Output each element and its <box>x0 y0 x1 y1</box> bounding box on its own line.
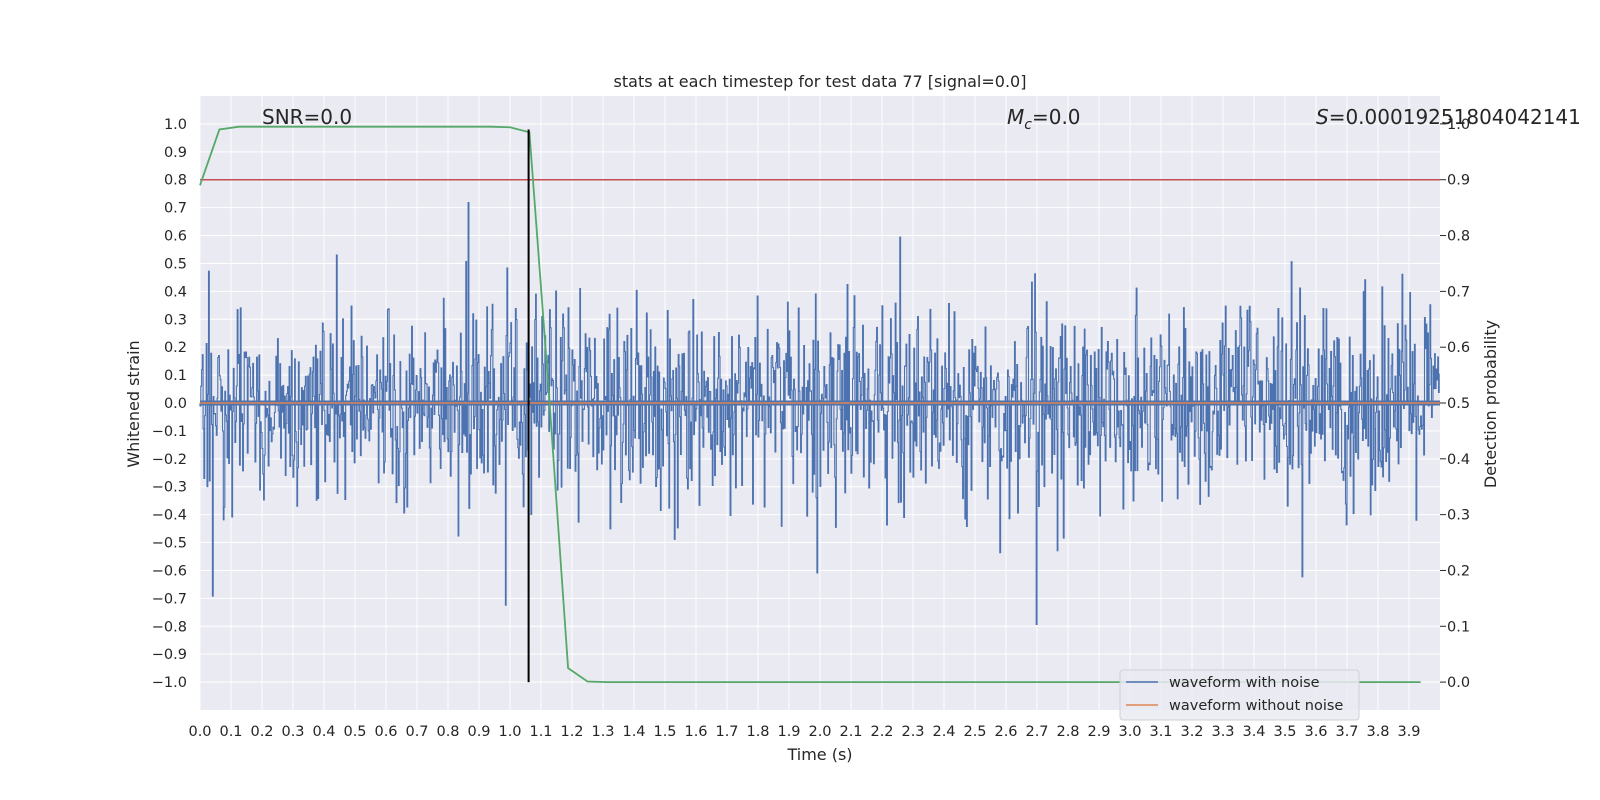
x-tick-label: 0.3 <box>281 724 304 740</box>
y-tick-label: −0.7 <box>152 591 187 607</box>
x-tick-label: 2.5 <box>963 724 986 740</box>
chirp-mass-symbol: M <box>1007 105 1024 129</box>
x-tick-label: 2.7 <box>1025 724 1048 740</box>
legend-label-clean: waveform without noise <box>1169 698 1343 714</box>
y-tick-label: 0.0 <box>164 396 187 412</box>
y2-tick-label: 0.0 <box>1447 675 1470 691</box>
s-annotation: S=0.00019251804042141 <box>1316 105 1581 129</box>
y2-tick-label: 0.4 <box>1447 452 1470 468</box>
y-tick-label: 1.0 <box>164 117 187 133</box>
y-tick-label: 0.3 <box>164 312 187 328</box>
x-tick-label: 2.4 <box>932 724 955 740</box>
x-tick-label: 2.2 <box>870 724 893 740</box>
x-tick-label: 3.0 <box>1118 724 1141 740</box>
y2-axis-ticks: 0.0 0.1 0.2 0.3 0.4 0.5 0.6 0.7 0.8 0.9 1.0 <box>1440 117 1470 691</box>
y-tick-label: 0.2 <box>164 340 187 356</box>
y-tick-label: −0.1 <box>152 424 187 440</box>
x-tick-label: 0.8 <box>436 724 459 740</box>
x-tick-label: 1.9 <box>777 724 800 740</box>
y-tick-label: 0.5 <box>164 256 187 272</box>
y-tick-label: 0.7 <box>164 201 187 217</box>
y-tick-label: −0.4 <box>152 508 187 524</box>
noise-trace <box>199 202 1440 625</box>
legend-box <box>1119 669 1360 721</box>
x-tick-label: 1.7 <box>715 724 738 740</box>
legend: waveform with noise waveform without noi… <box>1119 669 1360 721</box>
y-tick-label: −0.8 <box>152 619 187 635</box>
x-tick-label: 0.2 <box>250 724 273 740</box>
chirp-mass-subscript: c <box>1024 117 1032 133</box>
legend-label-noise: waveform with noise <box>1169 675 1320 691</box>
y-tick-label: 0.8 <box>164 173 187 189</box>
y2-tick-label: 0.5 <box>1447 396 1470 412</box>
y-tick-label: −0.6 <box>152 563 187 579</box>
x-tick-label: 0.4 <box>312 724 335 740</box>
x-tick-label: 0.0 <box>188 724 211 740</box>
x-tick-label: 1.5 <box>653 724 676 740</box>
y2-tick-label: 0.7 <box>1447 284 1470 300</box>
x-tick-label: 0.5 <box>343 724 366 740</box>
x-tick-label: 1.4 <box>622 724 645 740</box>
y-axis-ticks: −1.0 −0.9 −0.8 −0.7 −0.6 −0.5 −0.4 −0.3 −0.2 −0.1… <box>152 117 187 691</box>
x-tick-label: 0.1 <box>219 724 242 740</box>
y-tick-label: −0.5 <box>152 536 187 552</box>
x-tick-label: 3.2 <box>1180 724 1203 740</box>
x-axis-ticks: 0.0 0.1 0.2 0.3 0.4 0.5 0.6 0.7 0.8 0.9 1.0 1.1 1.2 1… <box>188 724 1420 740</box>
x-tick-label: 2.9 <box>1087 724 1110 740</box>
y2-tick-label: 0.9 <box>1447 173 1470 189</box>
x-tick-label: 1.3 <box>591 724 614 740</box>
x-tick-label: 1.0 <box>498 724 521 740</box>
y-tick-label: −0.2 <box>152 452 187 468</box>
x-tick-label: 3.5 <box>1273 724 1296 740</box>
y2-tick-label: 0.2 <box>1447 563 1470 579</box>
x-tick-label: 2.8 <box>1056 724 1079 740</box>
y2-tick-label: 0.8 <box>1447 229 1470 245</box>
chirp-mass-annotation: Mc=0.0 <box>1007 105 1081 133</box>
x-tick-label: 3.3 <box>1211 724 1234 740</box>
y-axis-label: Whitened strain <box>124 340 143 467</box>
x-tick-label: 3.7 <box>1335 724 1358 740</box>
y-tick-label: −1.0 <box>152 675 187 691</box>
y2-tick-label: 0.1 <box>1447 619 1470 635</box>
x-tick-label: 3.4 <box>1242 724 1265 740</box>
snr-annotation: SNR=0.0 <box>262 105 352 129</box>
chirp-mass-value: =0.0 <box>1032 105 1081 129</box>
chart-title: stats at each timestep for test data 77 … <box>614 72 1027 91</box>
y2-axis-label: Detection probability <box>1481 320 1500 488</box>
x-tick-label: 1.1 <box>529 724 552 740</box>
x-tick-label: 3.1 <box>1149 724 1172 740</box>
x-tick-label: 1.2 <box>560 724 583 740</box>
x-tick-label: 3.8 <box>1366 724 1389 740</box>
x-tick-label: 2.1 <box>839 724 862 740</box>
x-tick-label: 2.0 <box>808 724 831 740</box>
x-tick-label: 0.6 <box>374 724 397 740</box>
s-symbol: S <box>1316 105 1329 129</box>
y2-tick-label: 0.3 <box>1447 508 1470 524</box>
x-tick-label: 3.9 <box>1397 724 1420 740</box>
y-tick-label: 0.6 <box>164 229 187 245</box>
x-tick-label: 2.6 <box>994 724 1017 740</box>
y2-tick-label: 0.6 <box>1447 340 1470 356</box>
x-tick-label: 1.6 <box>684 724 707 740</box>
y-tick-label: 0.1 <box>164 368 187 384</box>
y2-tick-label: 1.0 <box>1447 117 1470 133</box>
x-tick-label: 2.3 <box>901 724 924 740</box>
y-tick-label: −0.3 <box>152 480 187 496</box>
x-tick-label: 0.7 <box>405 724 428 740</box>
x-tick-label: 3.6 <box>1304 724 1327 740</box>
x-tick-label: 0.9 <box>467 724 490 740</box>
y-tick-label: −0.9 <box>152 647 187 663</box>
s-value: =0.00019251804042141 <box>1329 105 1581 129</box>
x-tick-label: 1.8 <box>746 724 769 740</box>
y-tick-label: 0.9 <box>164 145 187 161</box>
x-axis-label: Time (s) <box>786 745 852 764</box>
y-tick-label: 0.4 <box>164 284 187 300</box>
